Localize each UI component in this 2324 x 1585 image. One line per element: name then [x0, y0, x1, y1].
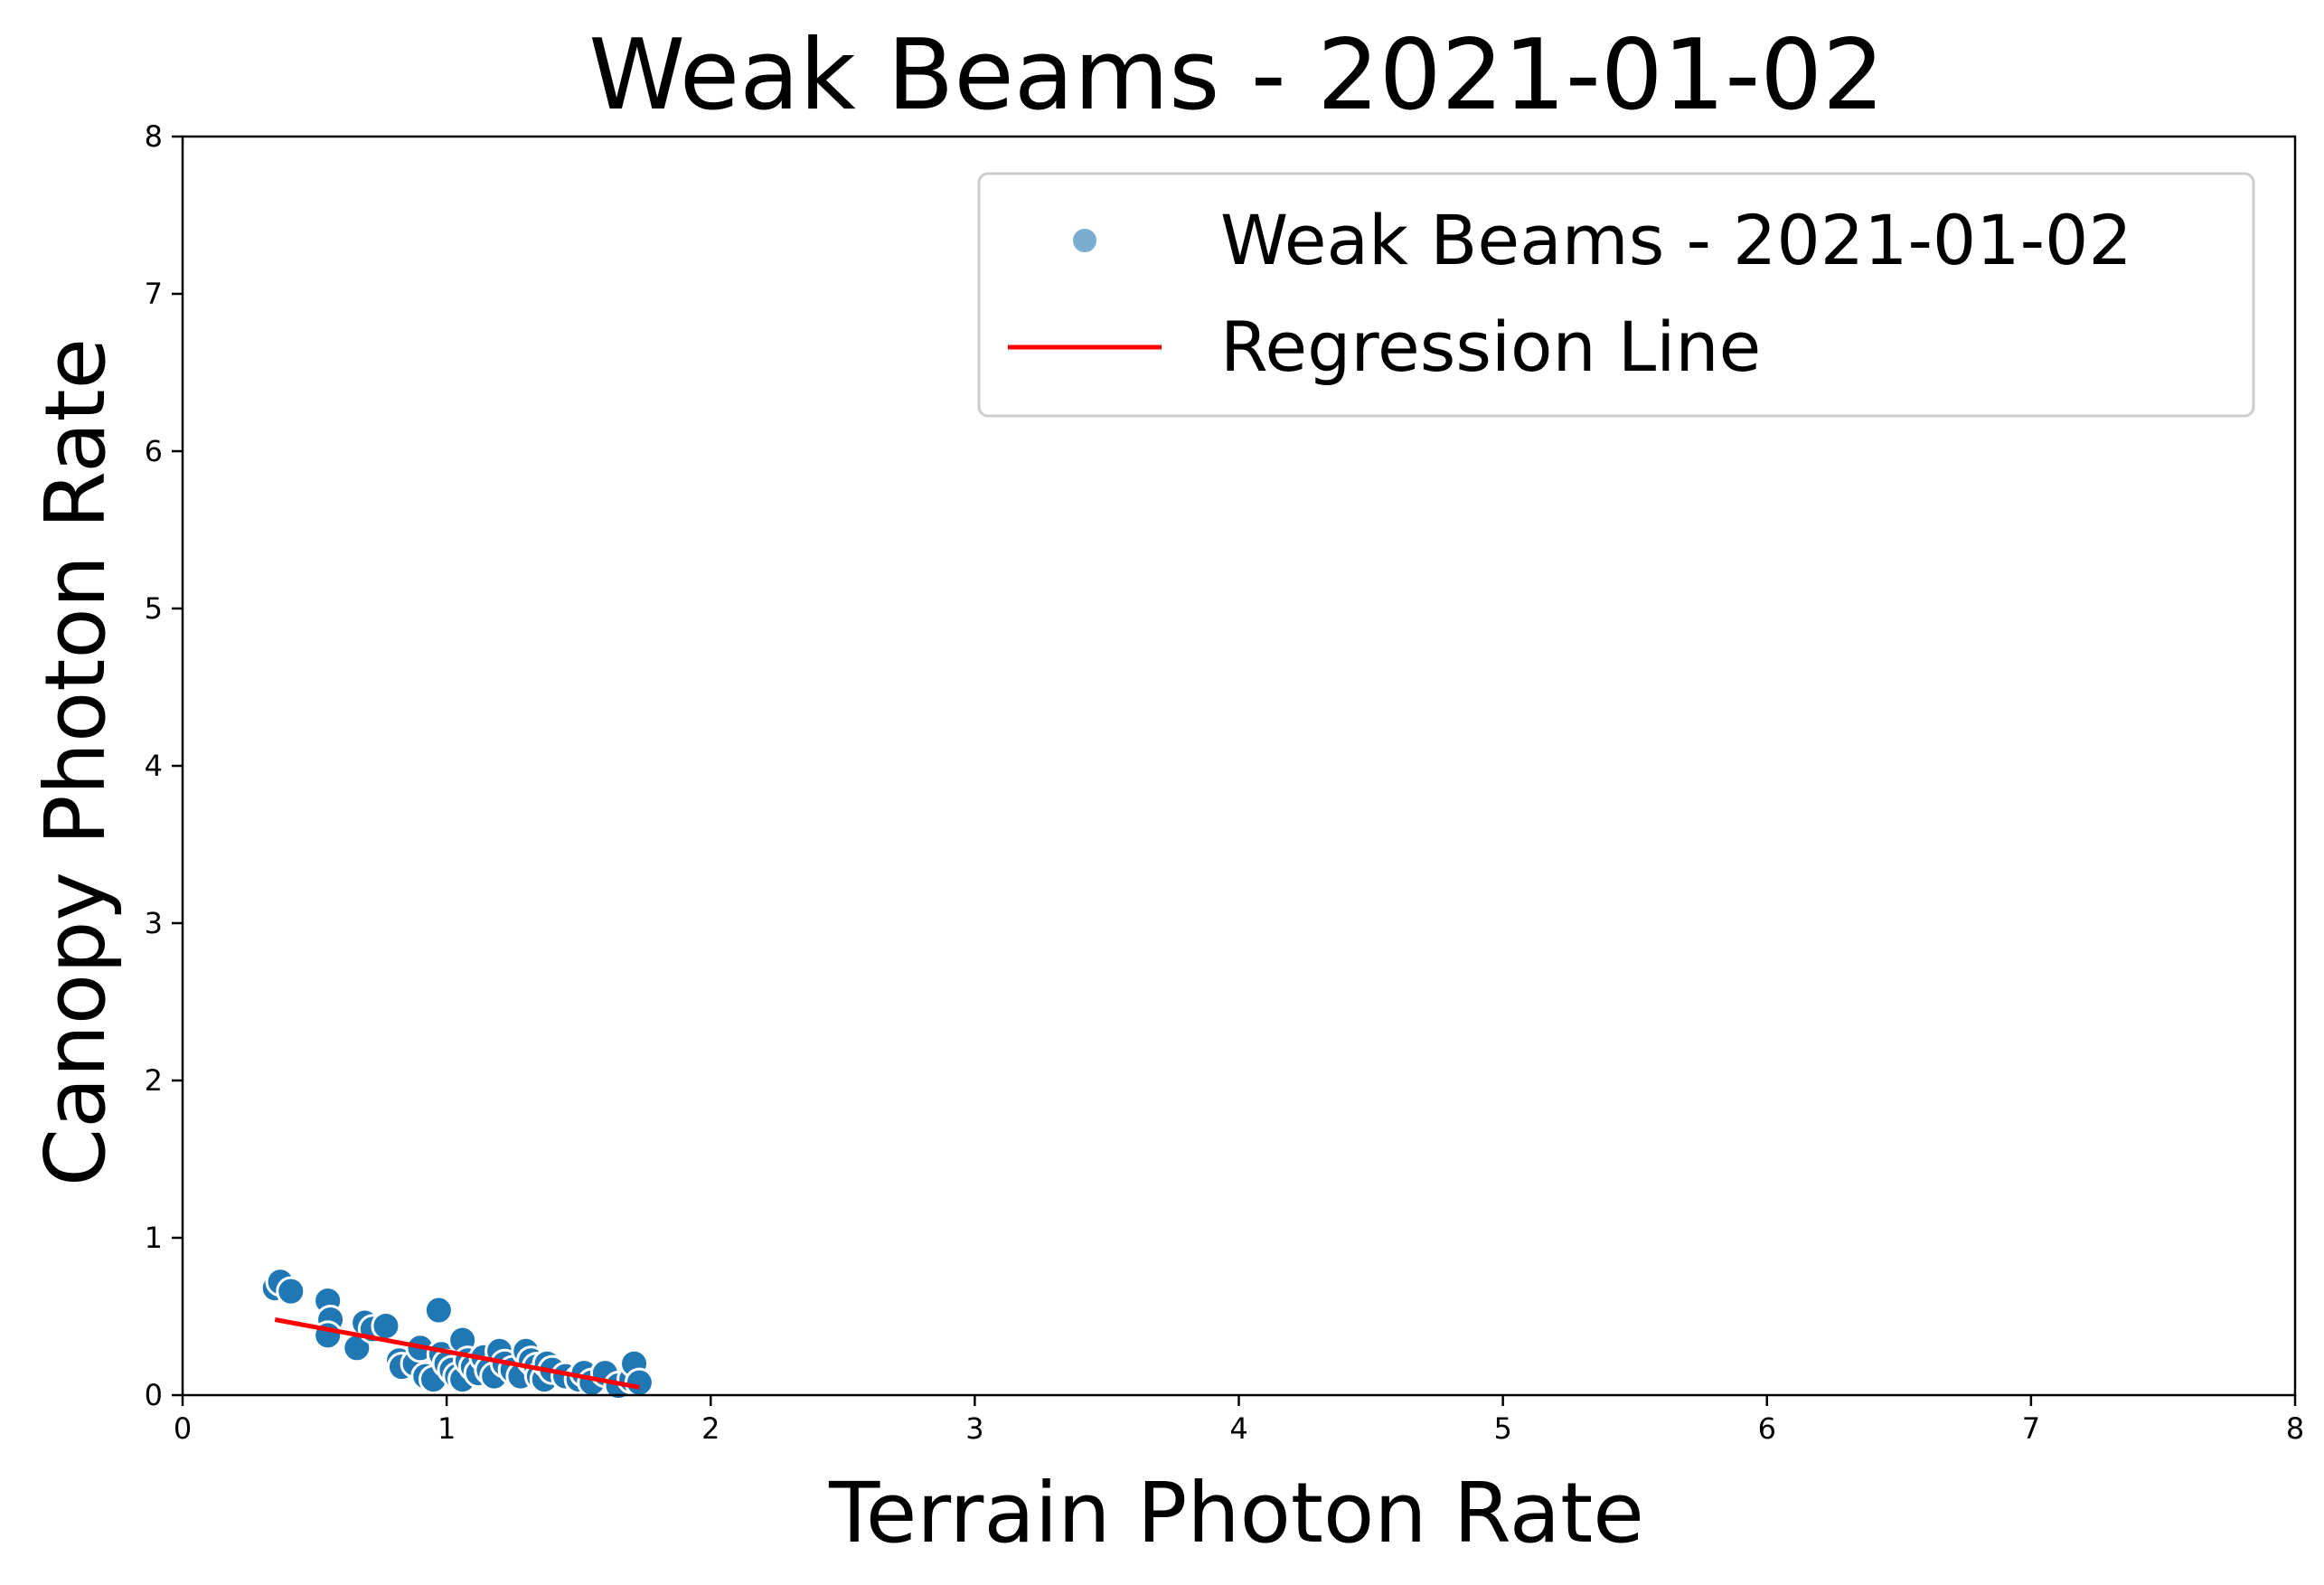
x-tick-label: 3	[965, 1411, 983, 1446]
legend-label-regression: Regression Line	[1220, 307, 1761, 387]
y-tick-label: 5	[145, 591, 163, 626]
legend-box	[977, 172, 2255, 418]
legend-scatter-marker	[1071, 227, 1098, 254]
scatter-point	[624, 1367, 654, 1398]
x-tick-label: 1	[438, 1411, 456, 1446]
x-tick-label: 8	[2286, 1411, 2304, 1446]
x-tick-label: 5	[1493, 1411, 1511, 1446]
scatter-point	[371, 1310, 401, 1341]
y-tick-label: 8	[145, 119, 163, 154]
y-tick-label: 7	[145, 277, 163, 311]
y-axis-label: Canopy Photon Rate	[27, 338, 124, 1186]
x-tick-label: 6	[1758, 1411, 1776, 1446]
scatter-point	[423, 1295, 454, 1326]
plot-area	[181, 135, 2297, 1401]
legend: Weak Beams - 2021-01-02 Regression Line	[977, 172, 2255, 418]
x-tick-label: 4	[1229, 1411, 1247, 1446]
y-tick-label: 3	[145, 906, 163, 940]
y-tick-label: 6	[145, 434, 163, 468]
y-tick-label: 0	[145, 1378, 163, 1412]
scatter-point	[276, 1276, 306, 1307]
chart-title: Weak Beams - 2021-01-02	[588, 19, 1884, 132]
y-tick-label: 1	[145, 1221, 163, 1255]
x-axis: 0 1 2 3 4 5 6 7 8	[174, 1395, 2304, 1446]
regression-line	[274, 1317, 640, 1390]
y-tick-label: 4	[145, 749, 163, 783]
y-tick-label: 2	[145, 1063, 163, 1098]
x-tick-label: 0	[174, 1411, 192, 1446]
x-tick-label: 2	[701, 1411, 720, 1446]
legend-label-scatter: Weak Beams - 2021-01-02	[1220, 200, 2132, 280]
y-axis: 0 1 2 3 4 5 6 7 8	[145, 119, 183, 1412]
x-tick-label: 7	[2022, 1411, 2040, 1446]
x-axis-label: Terrain Photon Rate	[828, 1465, 1644, 1561]
